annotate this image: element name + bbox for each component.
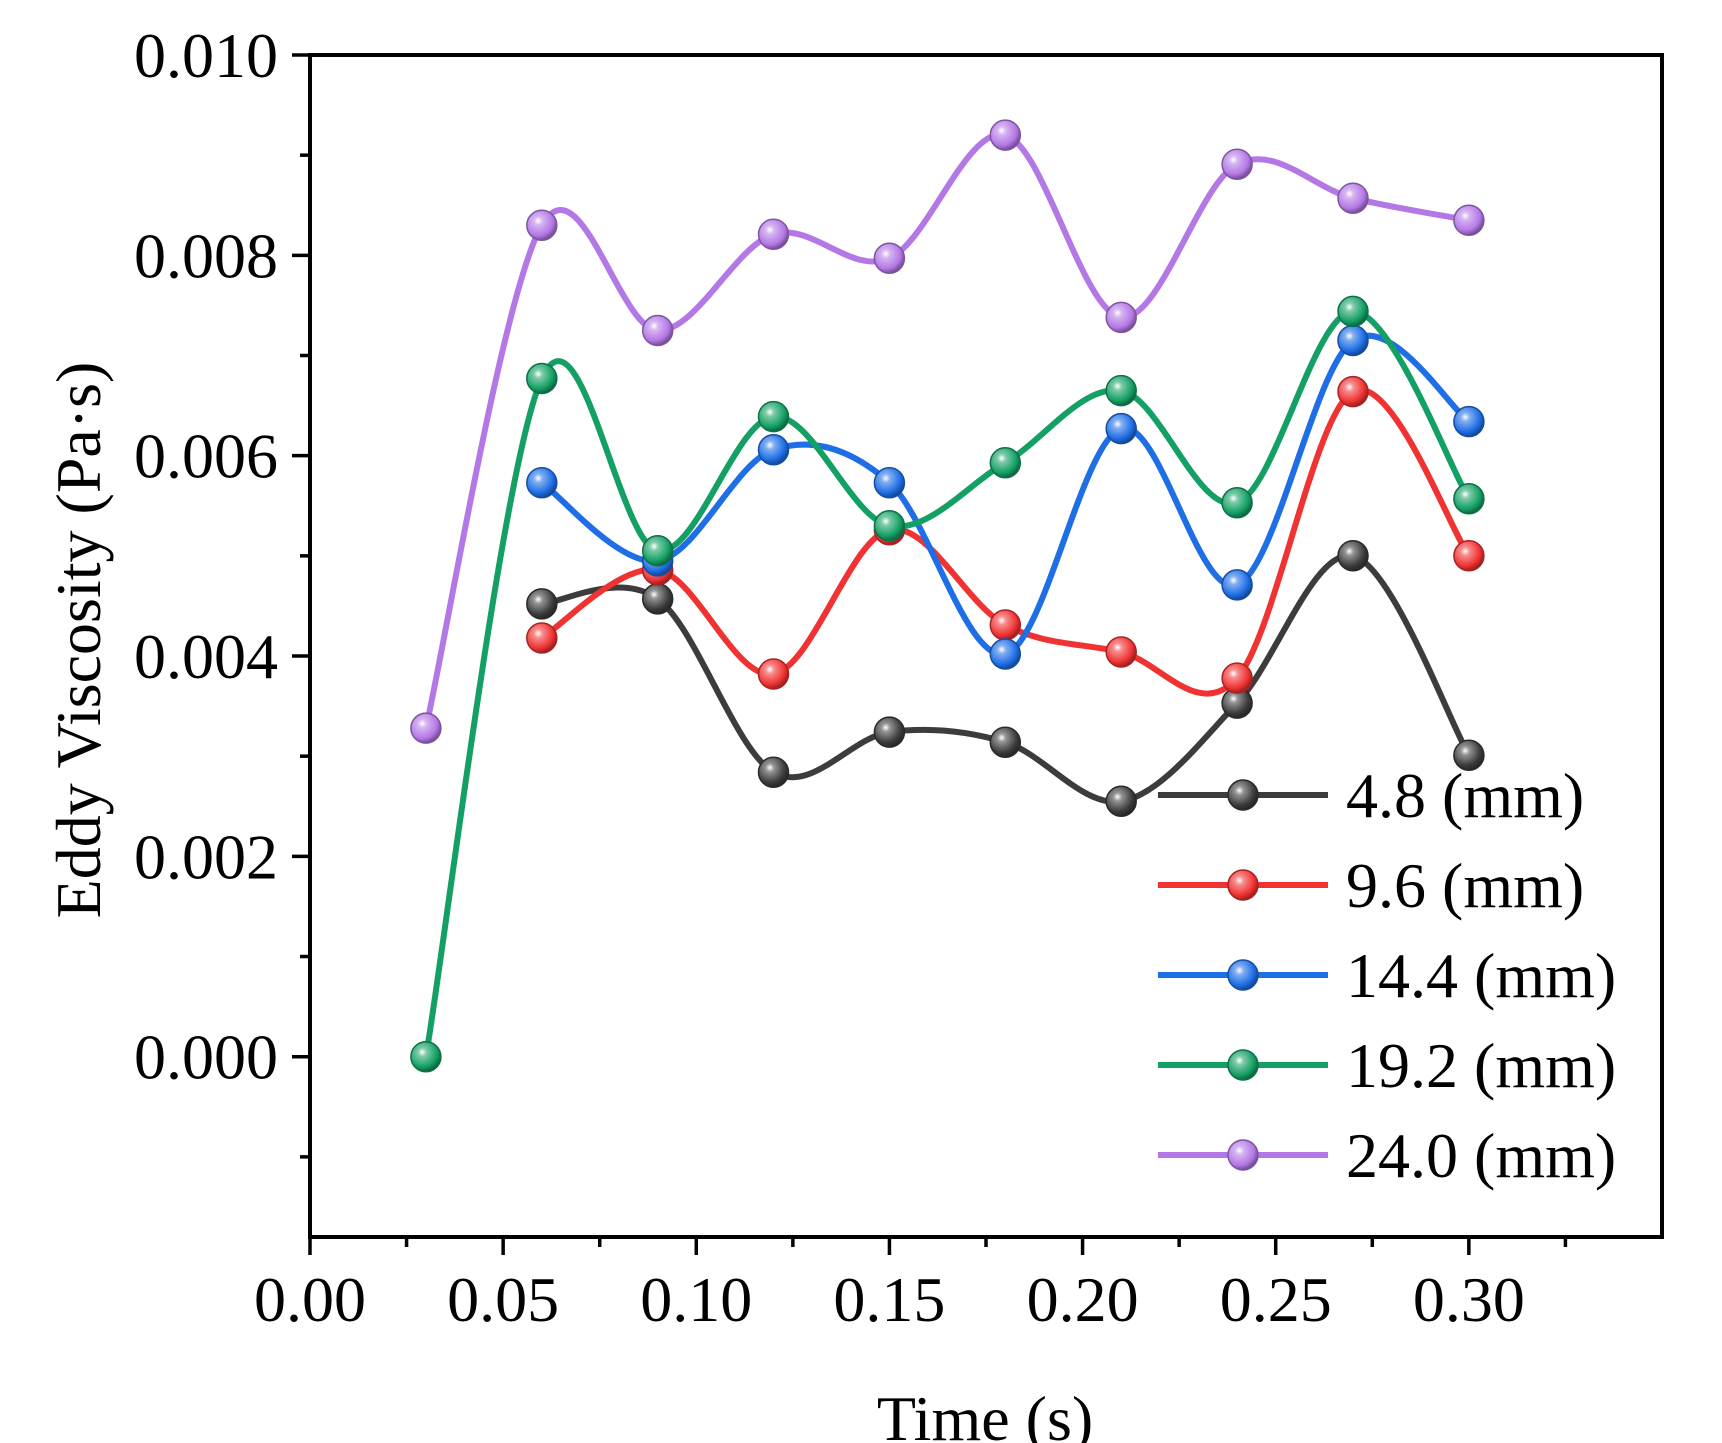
data-point (873, 242, 906, 275)
legend-label: 9.6 (mm) (1346, 850, 1584, 921)
series-line (540, 332, 1471, 658)
data-point (989, 446, 1022, 479)
data-point (1105, 412, 1137, 445)
legend-entry: 9.6 (mm) (1158, 850, 1584, 921)
series-line (540, 386, 1472, 697)
y-tick-label: 0.008 (134, 220, 278, 291)
data-point (873, 510, 906, 542)
data-point (989, 609, 1022, 641)
data-point (526, 362, 558, 395)
data-point (989, 726, 1022, 758)
data-point (1337, 295, 1369, 328)
data-point (1453, 405, 1485, 438)
data-point (641, 314, 674, 347)
legend-label: 24.0 (mm) (1346, 1120, 1616, 1191)
data-point (410, 712, 442, 744)
data-point (1105, 374, 1137, 407)
data-point (989, 638, 1022, 670)
series-line (422, 131, 1470, 729)
legend-entry: 4.8 (mm) (1158, 760, 1584, 831)
legend-entry: 14.4 (mm) (1158, 940, 1616, 1011)
data-point (1453, 483, 1485, 515)
data-point (1337, 540, 1369, 572)
data-point (1337, 324, 1369, 357)
data-point (526, 588, 558, 620)
data-point (1221, 569, 1253, 601)
x-tick-label: 0.00 (254, 1264, 366, 1335)
data-point (641, 583, 674, 615)
series-4 (410, 119, 1485, 744)
data-point (526, 209, 558, 242)
data-point (1453, 739, 1485, 771)
legend-label: 4.8 (mm) (1346, 760, 1584, 831)
data-point (873, 716, 906, 748)
data-point (873, 466, 906, 499)
y-tick-label: 0.006 (134, 421, 278, 492)
series-3 (410, 295, 1485, 1073)
x-tick-label: 0.25 (1220, 1264, 1332, 1335)
x-tick-label: 0.10 (640, 1264, 752, 1335)
y-axis-title: Eddy Viscosity (Pa·s) (43, 362, 114, 919)
y-tick-label: 0.002 (134, 821, 278, 892)
y-tick-label: 0.010 (134, 20, 278, 91)
data-point (1337, 182, 1369, 214)
data-point (1221, 487, 1253, 519)
data-point (757, 218, 790, 251)
legend-marker (1227, 1139, 1259, 1171)
data-point (1453, 204, 1485, 237)
data-point (526, 622, 558, 654)
y-tick-label: 0.004 (134, 621, 278, 692)
data-point (1337, 375, 1369, 408)
data-point (757, 756, 790, 788)
x-tick-label: 0.15 (833, 1264, 945, 1335)
data-point (1105, 636, 1137, 668)
data-point (1105, 301, 1137, 334)
data-point (526, 466, 558, 499)
data-point (989, 119, 1022, 151)
legend-marker (1227, 779, 1259, 811)
data-point (641, 535, 674, 567)
data-point (410, 1040, 442, 1073)
legend-label: 14.4 (mm) (1346, 940, 1616, 1011)
legend-label: 19.2 (mm) (1346, 1030, 1616, 1101)
x-tick-label: 0.20 (1027, 1264, 1139, 1335)
x-axis-title: Time (s) (877, 1383, 1093, 1443)
data-point (757, 400, 790, 433)
data-point (1453, 540, 1485, 572)
axes: 0.00 0.05 0.10 0.15 0.20 0.25 0.30 0.000 0.002 0.… (134, 20, 1664, 1335)
legend-entry: 19.2 (mm) (1158, 1030, 1616, 1101)
data-point (757, 658, 790, 690)
y-tick-label: 0.000 (134, 1022, 278, 1093)
data-point (757, 433, 790, 466)
x-tick-label: 0.30 (1413, 1264, 1525, 1335)
legend-entry: 24.0 (mm) (1158, 1120, 1616, 1191)
series-0 (526, 540, 1485, 818)
legend-marker (1227, 869, 1259, 901)
data-point (1105, 785, 1137, 818)
plot-area (410, 119, 1485, 1073)
legend-marker (1227, 1049, 1259, 1081)
legend: 4.8 (mm) 9.6 (mm) 14.4 (mm) 19.2 (mm) 24.0 (… (1158, 760, 1616, 1191)
data-point (1221, 662, 1253, 694)
x-tick-label: 0.05 (447, 1264, 559, 1335)
legend-marker (1227, 959, 1259, 991)
series-line (541, 552, 1472, 805)
data-point (1221, 148, 1253, 180)
